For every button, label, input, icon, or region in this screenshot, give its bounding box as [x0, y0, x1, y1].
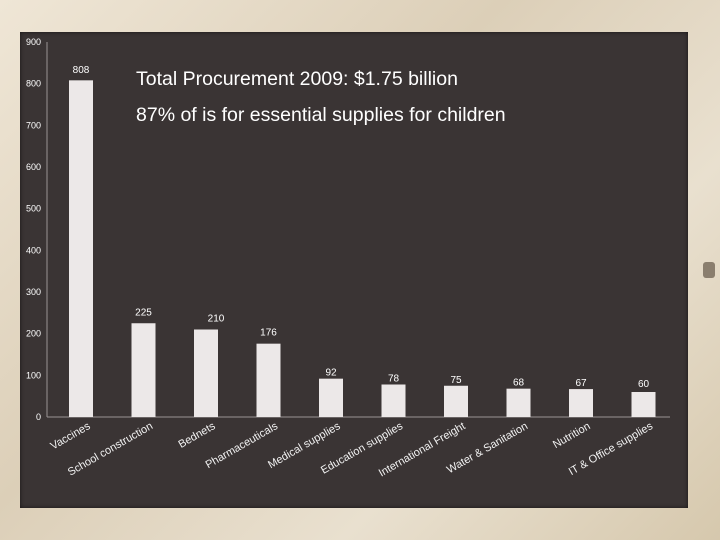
chart-subtitle: 87% of is for essential supplies for chi… [136, 104, 506, 126]
chart-title: Total Procurement 2009: $1.75 billion [136, 68, 458, 90]
y-tick-label: 300 [26, 287, 41, 297]
pin-decoration [703, 262, 715, 278]
y-tick-label: 0 [36, 412, 41, 422]
bar-pharmaceuticals [256, 343, 281, 417]
y-tick-labels: 0 100 200 300 400 500 600 700 800 900 [26, 37, 41, 422]
bar-vaccines [69, 80, 93, 417]
data-label: 225 [135, 307, 152, 318]
data-label: 808 [73, 65, 90, 76]
data-label: 210 [208, 314, 225, 325]
data-labels-group: 808 225 210 176 92 78 75 68 67 60 [73, 65, 650, 390]
data-label: 60 [638, 379, 650, 390]
bars-group [69, 80, 656, 417]
category-label: Nutrition [551, 420, 592, 451]
y-tick-label: 500 [26, 204, 41, 214]
y-tick-label: 200 [26, 329, 41, 339]
bar-nutrition [569, 389, 593, 417]
chart-board [20, 32, 688, 508]
bar-education-supplies [381, 384, 406, 417]
y-tick-label: 900 [26, 37, 41, 47]
y-tick-label: 600 [26, 162, 41, 172]
y-tick-label: 400 [26, 245, 41, 255]
bar-bednets [194, 329, 218, 417]
category-label: Bednets [177, 420, 218, 451]
data-label: 75 [450, 375, 462, 386]
bar-international-freight [444, 385, 468, 417]
y-tick-label: 100 [26, 370, 41, 380]
bar-medical-supplies [319, 378, 343, 417]
data-label: 78 [388, 374, 400, 385]
data-label: 67 [575, 378, 587, 389]
bar-water-and-sanitation [506, 388, 531, 417]
y-tick-label: 700 [26, 120, 41, 130]
bar-school-construction [131, 323, 156, 417]
y-tick-label: 800 [26, 79, 41, 89]
bar-it-and-office-supplies [631, 392, 656, 417]
data-label: 68 [513, 378, 525, 389]
data-label: 176 [260, 328, 277, 339]
data-label: 92 [325, 368, 337, 379]
category-label: Vaccines [49, 420, 93, 453]
